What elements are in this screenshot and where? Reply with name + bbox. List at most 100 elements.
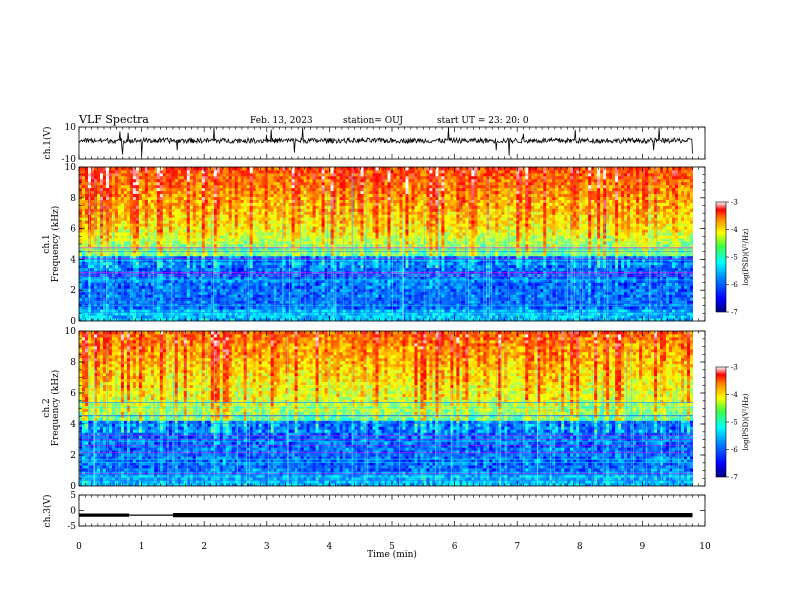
spectrogram-cell [363,184,367,189]
spectrogram-cell [147,244,152,248]
spectrogram-cell [237,291,242,295]
spectrogram-cell [165,184,170,189]
spectrogram-cell [360,205,364,209]
spectrogram-cell [183,300,188,304]
spectrogram-cell [201,175,206,180]
spectrogram-cell [132,291,137,295]
spectrogram-cell [339,226,343,230]
spectrogram-cell [84,178,89,183]
spectrogram-cell [102,241,107,245]
spectrogram-cell [126,291,131,295]
spectrogram-cell [132,199,137,203]
spectrogram-cell [210,255,215,260]
spectrogram-cell [213,220,218,224]
spectrogram-cell [192,288,197,292]
spectrogram-cell [360,282,364,286]
spectrogram-cell [213,184,218,189]
spectrogram-cell [114,232,119,236]
spectrogram-cell [129,241,134,245]
spectrogram-cell [222,238,227,242]
spectrogram-cell [195,190,200,195]
spectrogram-cell [192,312,197,316]
spectrogram-cell [156,181,161,186]
spectrogram-cell [216,205,221,209]
spectrogram-cell [156,220,161,224]
spectrogram-cell [342,214,346,218]
spectrogram-cell [219,294,224,298]
spectrogram-cell [156,175,161,180]
spectrogram-cell [195,211,200,215]
spectrogram-cell [327,244,331,248]
spectrogram-cell [156,282,161,286]
spectrogram-cell [132,241,137,245]
spectrogram-cell [219,241,224,245]
spectrogram-cell [294,291,299,295]
spectrogram-cell [243,309,248,313]
spectrogram-cell [144,294,149,298]
spectrogram-cell [84,190,89,195]
spectrogram-cell [321,187,325,192]
spectrogram-cell [96,261,101,266]
spectrogram-cell [312,285,317,289]
spectrogram-cell [138,232,143,236]
spectrogram-cell [267,312,272,316]
spectrogram-cell [186,181,191,186]
spectrogram-cell [210,279,215,283]
spectrogram-cell [342,288,346,292]
spectrogram-cell [156,309,161,313]
spectrogram-cell [315,196,320,200]
spectrogram-cell [90,184,95,189]
spectrogram-cell [162,300,167,304]
spectrogram-cell [93,175,98,180]
spectrogram-cell [105,294,110,298]
spectrogram-cell [306,261,311,266]
spectrogram-cell [282,196,287,200]
spectrogram-cell [312,297,317,301]
spectrogram-cell [264,205,269,209]
spectrogram-cell [207,232,212,236]
spectrogram-cell [165,175,170,180]
spectrogram-cell [132,181,137,186]
spectrogram-cell [318,291,323,295]
spectrogram-cell [90,264,95,269]
spectrogram-cell [201,226,206,230]
spectrogram-cell [96,184,101,189]
spectrogram-cell [267,223,272,227]
spectrogram-cell [336,169,340,174]
spectrogram-cell [171,255,176,260]
spectrogram-cell [360,175,364,180]
spectrogram-cell [219,252,224,257]
spectrogram-cell [243,255,248,260]
spectrogram-cell [330,276,334,280]
spectrogram-cell [204,226,209,230]
spectrogram-cell [114,205,119,209]
spectrogram-cell [117,235,122,239]
spectrogram-cell [174,167,179,171]
spectrogram-cell [111,202,116,206]
spectrogram-cell [348,315,352,319]
spectrogram-cell [297,297,302,301]
spectrogram-cell [156,264,161,269]
spectrogram-cell [216,232,221,236]
spectrogram-cell [138,276,143,280]
spectrogram-cell [363,223,367,227]
spectrogram-cell [309,300,314,304]
spectrogram-cell [210,199,215,203]
spectrogram-cell [126,241,131,245]
spectrogram-cell [291,217,296,221]
spectrogram-cell [360,196,364,200]
spectrogram-cell [354,167,358,171]
spectrogram-cell [177,291,182,295]
spectrogram-cell [144,184,149,189]
spectrogram-cell [207,315,212,319]
spectrogram-cell [79,273,83,277]
spectrogram-cell [240,181,245,186]
spectrogram-cell [231,181,236,186]
spectrogram-cell [84,306,89,310]
spectrogram-cell [210,226,215,230]
spectrogram-cell [126,309,131,313]
spectrogram-cell [339,285,343,289]
spectrogram-cell [279,178,284,183]
spectrogram-cell [342,297,346,301]
spectrogram-cell [102,226,107,230]
